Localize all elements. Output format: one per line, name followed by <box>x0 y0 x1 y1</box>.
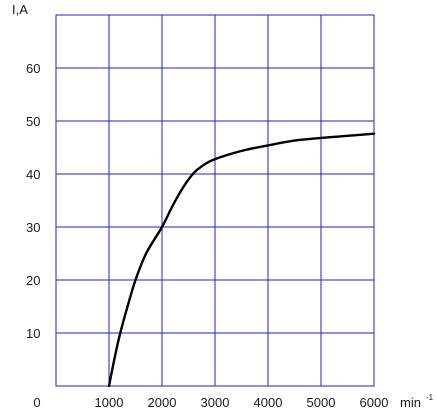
x-tick-label: 5000 <box>307 395 336 408</box>
x-tick-label: 6000 <box>360 395 389 408</box>
data-line <box>107 132 376 388</box>
x-tick-label: 2000 <box>148 395 177 408</box>
tick-labels: 1000 2000 3000 4000 5000 6000 10 20 30 40 50 60 <box>26 61 388 408</box>
y-tick-label: 10 <box>26 326 40 341</box>
grid <box>56 15 375 386</box>
y-tick-label: 20 <box>26 273 40 288</box>
origin-label: 0 <box>33 395 40 408</box>
x-tick-label: 4000 <box>254 395 283 408</box>
x-axis-title: min <box>400 395 421 408</box>
y-tick-label: 60 <box>26 61 40 76</box>
x-tick-label: 1000 <box>95 395 124 408</box>
x-tick-label: 3000 <box>201 395 230 408</box>
y-tick-label: 30 <box>26 220 40 235</box>
y-tick-label: 40 <box>26 167 40 182</box>
y-tick-label: 50 <box>26 114 40 129</box>
y-axis-title: I,A <box>12 2 28 17</box>
x-axis-title-superscript: -1 <box>426 393 434 402</box>
